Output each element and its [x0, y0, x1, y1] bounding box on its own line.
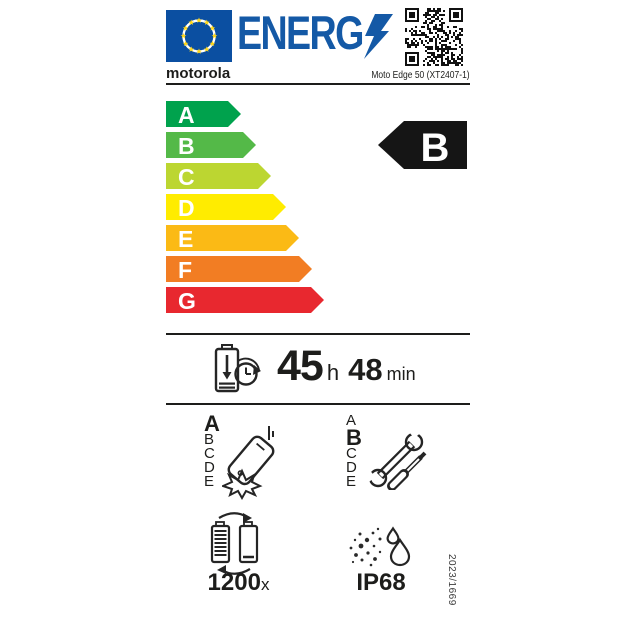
energ-logo-text: ENERG [237, 6, 364, 59]
svg-text:F: F [178, 257, 192, 282]
battery-cycles-icon [210, 512, 259, 575]
svg-text:E: E [178, 226, 193, 251]
energy-class-arrow-e: E [166, 225, 299, 251]
svg-text:C: C [178, 164, 195, 189]
svg-text:D: D [178, 195, 195, 220]
phone-drop-icon [222, 426, 275, 500]
energy-class-arrow-b: B [166, 132, 256, 158]
repairability-scale: A B C D E [346, 412, 362, 490]
drop-resistance-scale: A B C D E [204, 411, 220, 490]
lightning-bolt-icon [364, 14, 393, 59]
battery-runtime-value: 45 h 48 min [277, 342, 416, 391]
energy-class-scale: A B C D E F G [166, 101, 366, 316]
runtime-hours-unit: h [326, 360, 340, 385]
battery-cycles-value: 1200x [207, 569, 270, 596]
ip-rating-value: IP68 [356, 569, 406, 596]
qr-code [405, 8, 463, 66]
eu-flag-icon [166, 10, 232, 62]
svg-text:G: G [178, 288, 196, 313]
section-divider-2 [166, 403, 470, 405]
section-divider-1 [166, 333, 470, 335]
energy-class-arrow-f: F [166, 256, 312, 282]
runtime-hours: 45 [277, 342, 324, 390]
energy-class-arrow-d: D [166, 194, 286, 220]
header-divider [166, 83, 470, 85]
repair-tools-icon [364, 428, 427, 490]
brand-name: motorola [166, 65, 231, 82]
svg-text:A: A [178, 102, 195, 127]
runtime-minutes: 48 [348, 352, 383, 387]
rating-letter: B [421, 126, 450, 169]
battery-runtime-icon [214, 344, 261, 393]
model-name: Moto Edge 50 (XT2407-1) [371, 70, 470, 81]
energy-class-arrow-a: A [166, 101, 241, 127]
regulation-number: 2023/1669 [446, 554, 457, 606]
dust-water-icon [349, 526, 411, 567]
energy-class-arrow-c: C [166, 163, 271, 189]
energy-class-arrow-g: G [166, 287, 324, 313]
runtime-minutes-unit: min [386, 364, 416, 384]
rating-indicator: B [378, 121, 467, 169]
svg-text:B: B [178, 133, 195, 158]
